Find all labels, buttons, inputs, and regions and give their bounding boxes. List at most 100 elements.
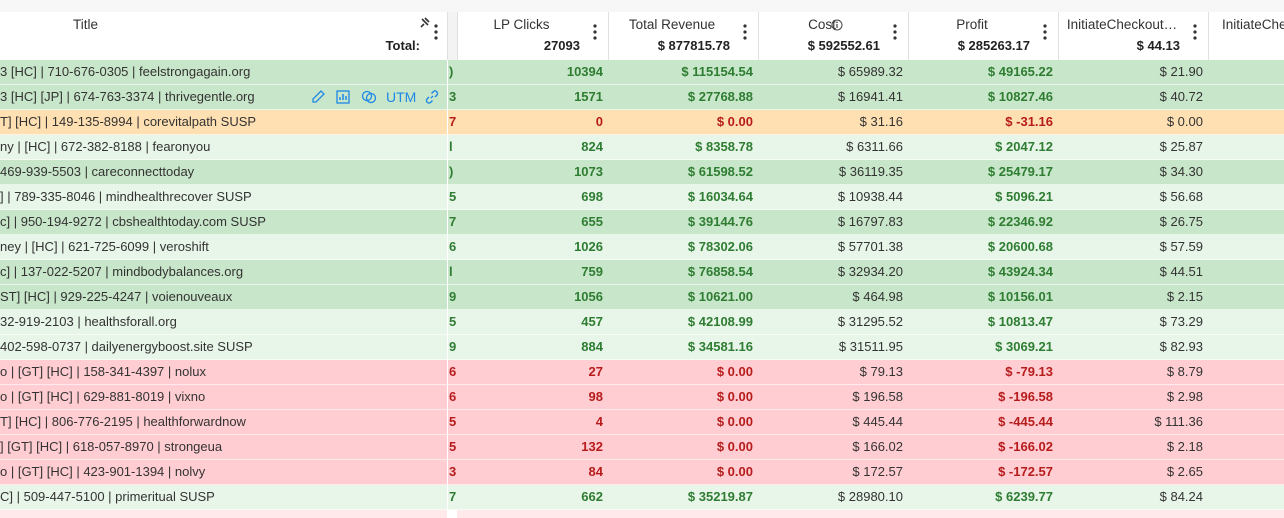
- cell-profit: $ -172.57: [998, 464, 1053, 479]
- cell-profit: $ -196.58: [998, 389, 1053, 404]
- cell-profit: $ -445.44: [998, 414, 1053, 429]
- cell-revenue: $ 35219.87: [687, 489, 753, 504]
- copy-icon[interactable]: [361, 89, 377, 105]
- column-title[interactable]: InitiateCheckout…: [1066, 17, 1178, 32]
- table-row[interactable]: T] [HC] | 806-776-2195 | healthforwardno…: [0, 410, 1284, 435]
- column-menu[interactable]: [742, 24, 748, 40]
- column-title[interactable]: Total Revenue: [628, 17, 716, 32]
- table-row[interactable]: ny | [HC] | 672-382-8188 | fearonyou l 824…: [0, 135, 1284, 160]
- table-row[interactable]: o | [GT] [HC] | 423-901-1394 | nolvy 3 84 $…: [0, 460, 1284, 485]
- cell-profit: $ 10156.01: [987, 289, 1053, 304]
- truncated-cell: 5: [449, 439, 457, 454]
- cell-revenue: $ 76858.54: [687, 264, 753, 279]
- table-row[interactable]: ] | 789-335-8046 | mindhealthrecover SUS…: [0, 185, 1284, 210]
- column-menu[interactable]: [592, 24, 598, 40]
- cell-checkout: $ 21.90: [1159, 64, 1203, 79]
- row-title: 469-939-5503 | careconnecttoday: [0, 164, 195, 179]
- table-row[interactable]: T] [HC] | 149-135-8994 | corevitalpath S…: [0, 110, 1284, 135]
- cell-checkout: $ 2.15: [1166, 289, 1203, 304]
- cell-cost: $ 31511.95: [838, 339, 903, 354]
- column-total: $ 44.13: [1136, 38, 1180, 53]
- row-title: ST] [HC] | 929-225-4247 | voienouveaux: [0, 289, 233, 304]
- table-row[interactable]: c] | 137-022-5207 | mindbodybalances.org…: [0, 260, 1284, 285]
- row-title: ] | 789-335-8046 | mindhealthrecover SUS…: [0, 189, 252, 204]
- row-title: ny | [HC] | 672-382-8188 | fearonyou: [0, 139, 211, 154]
- cell-cost: $ 32934.20: [837, 264, 903, 279]
- table-row[interactable]: o | [GT] [HC] | 158-341-4397 | nolux 6 27 $…: [0, 360, 1284, 385]
- cell-cost: $ 65989.32: [837, 64, 903, 79]
- column-menu[interactable]: [892, 24, 898, 40]
- row-title: ] [GT] [HC] | 618-057-8970 | strongeua: [0, 439, 223, 454]
- cell-cost: $ 79.13: [859, 364, 903, 379]
- frozen-gap: [447, 285, 448, 310]
- row-title: 3 [HC] [JP] | 674-763-3374 | thrivegentl…: [0, 89, 255, 104]
- table-row[interactable]: 402-598-0737 | dailyenergyboost.site SUS…: [0, 335, 1284, 360]
- table-row[interactable]: ] [GT] [HC] | 618-057-8970 | strongeua 5 1…: [0, 435, 1284, 460]
- cell-clicks: 27: [588, 364, 603, 379]
- truncated-cell: 5: [449, 189, 457, 204]
- cell-revenue: $ 8358.78: [695, 139, 753, 154]
- truncated-cell: ): [449, 64, 454, 79]
- table-row[interactable]: o | [GT] [HC] | 629-881-8019 | vixno 6 98 $…: [0, 385, 1284, 410]
- truncated-cell: 5: [449, 414, 457, 429]
- stats-icon[interactable]: [335, 89, 351, 105]
- cell-clicks: 655: [581, 214, 603, 229]
- truncated-cell: 6: [449, 239, 457, 254]
- table-row[interactable]: 3 [HC] | 710-676-0305 | feelstrongagain.…: [0, 60, 1284, 85]
- row-title: T] [HC] | 149-135-8994 | corevitalpath S…: [0, 114, 257, 129]
- cell-clicks: 1026: [574, 239, 603, 254]
- column-menu[interactable]: [1042, 24, 1048, 40]
- cell-revenue: $ 0.00: [716, 464, 753, 479]
- column-menu[interactable]: [1192, 24, 1198, 40]
- table-row[interactable]: c] | 950-194-9272 | cbshealthtoday.com S…: [0, 210, 1284, 235]
- cell-checkout: $ 111.36: [1154, 414, 1203, 429]
- column-menu[interactable]: [433, 24, 439, 40]
- title-header[interactable]: Title: [73, 17, 99, 32]
- cell-cost: $ 36119.35: [838, 164, 903, 179]
- edit-icon[interactable]: [310, 89, 326, 105]
- row-title: T] [HC] | 806-776-2195 | healthforwardno…: [0, 414, 246, 429]
- table-row[interactable]: ST] [HC] | 929-225-4247 | voienouveaux 9 1…: [0, 285, 1284, 310]
- table-row[interactable]: 3 [HC] [JP] | 674-763-3374 | thrivegentl…: [0, 85, 1284, 110]
- truncated-cell: l: [449, 264, 453, 279]
- column-separator: [758, 12, 759, 60]
- cell-revenue: $ 61598.52: [687, 164, 753, 179]
- cell-checkout: $ 34.30: [1159, 164, 1203, 179]
- info-icon[interactable]: [831, 19, 843, 31]
- row-title: C] | 509-447-5100 | primeritual SUSP: [0, 489, 215, 504]
- cell-revenue: $ 78302.06: [687, 239, 753, 254]
- cell-revenue: $ 39144.76: [687, 214, 753, 229]
- row-title: ney | [HC] | 621-725-6099 | veroshift: [0, 239, 209, 254]
- truncated-cell: 9: [449, 339, 457, 354]
- truncated-cell: 7: [449, 214, 457, 229]
- table-row[interactable]: C] | 509-447-5100 | primeritual SUSP 7 662…: [0, 485, 1284, 510]
- row-title: o | [GT] [HC] | 629-881-8019 | vixno: [0, 389, 206, 404]
- partial-row: [0, 510, 447, 518]
- cell-cost: $ 445.44: [852, 414, 903, 429]
- cell-revenue: $ 0.00: [716, 114, 753, 129]
- cell-profit: $ 20600.68: [987, 239, 1053, 254]
- table-row[interactable]: 469-939-5503 | careconnecttoday) 1073 $ 61…: [0, 160, 1284, 185]
- column-title[interactable]: LP Clicks: [493, 17, 550, 32]
- cell-clicks: 698: [581, 189, 603, 204]
- cell-clicks: 4: [595, 414, 603, 429]
- utm-button[interactable]: UTM: [386, 89, 417, 105]
- link-icon[interactable]: [424, 89, 440, 105]
- cell-cost: $ 196.58: [852, 389, 903, 404]
- pin-icon[interactable]: [419, 17, 431, 29]
- column-title[interactable]: Profit: [956, 17, 988, 32]
- truncated-cell: 5: [449, 314, 457, 329]
- cell-profit: $ 2047.12: [995, 139, 1053, 154]
- frozen-gap: [447, 310, 448, 335]
- column-title[interactable]: InitiateChe: [1222, 17, 1284, 32]
- cell-revenue: $ 0.00: [716, 364, 753, 379]
- column-title[interactable]: Cost: [808, 17, 836, 32]
- cell-checkout: $ 84.24: [1159, 489, 1203, 504]
- cell-profit: $ 22346.92: [987, 214, 1053, 229]
- frozen-gap: [447, 360, 448, 385]
- table-row[interactable]: ney | [HC] | 621-725-6099 | veroshift 6 10…: [0, 235, 1284, 260]
- cell-checkout: $ 2.65: [1166, 464, 1203, 479]
- cell-profit: $ -79.13: [1005, 364, 1053, 379]
- table-row[interactable]: 32-919-2103 | healthsforall.org 5 457 $ 421…: [0, 310, 1284, 335]
